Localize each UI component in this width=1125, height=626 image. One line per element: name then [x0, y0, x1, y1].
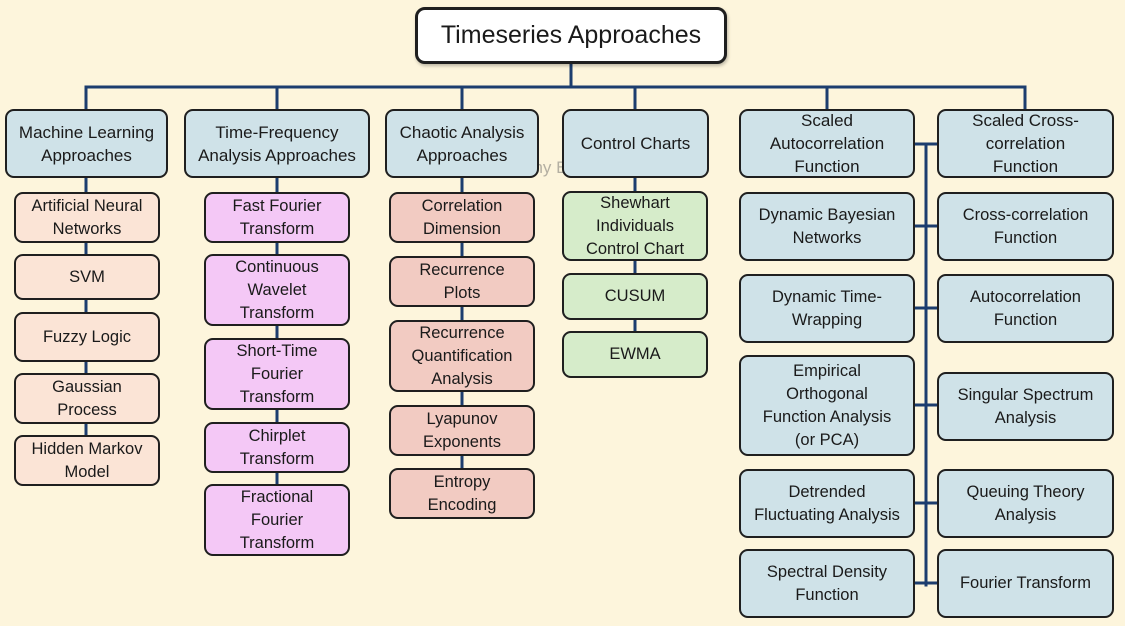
category-scaled-cross-correlation: Scaled Cross- correlation Function — [937, 109, 1114, 178]
node-artificial-neural-networks: Artificial Neural Networks — [14, 192, 160, 243]
node-hidden-markov-model: Hidden Markov Model — [14, 435, 160, 486]
node-dynamic-time-wrapping: Dynamic Time- Wrapping — [739, 274, 915, 343]
node-gaussian-process: Gaussian Process — [14, 373, 160, 424]
node-empirical-orthogonal-function-analysis: Empirical Orthogonal Function Analysis (… — [739, 355, 915, 456]
node-spectral-density-function: Spectral Density Function — [739, 549, 915, 618]
node-fuzzy-logic: Fuzzy Logic — [14, 312, 160, 362]
node-continuous-wavelet-transform: Continuous Wavelet Transform — [204, 254, 350, 326]
category-time-frequency: Time-Frequency Analysis Approaches — [184, 109, 370, 178]
node-cross-correlation-function: Cross-correlation Function — [937, 192, 1114, 261]
node-queuing-theory-analysis: Queuing Theory Analysis — [937, 469, 1114, 538]
node-cusum: CUSUM — [562, 273, 708, 320]
node-fractional-fourier-transform: Fractional Fourier Transform — [204, 484, 350, 556]
node-shewhart-control-chart: Shewhart Individuals Control Chart — [562, 191, 708, 261]
category-scaled-autocorrelation: Scaled Autocorrelation Function — [739, 109, 915, 178]
node-recurrence-quantification-analysis: Recurrence Quantification Analysis — [389, 320, 535, 392]
node-fast-fourier-transform: Fast Fourier Transform — [204, 192, 350, 243]
node-svm: SVM — [14, 254, 160, 300]
node-autocorrelation-function: Autocorrelation Function — [937, 274, 1114, 343]
category-chaotic-analysis: Chaotic Analysis Approaches — [385, 109, 539, 178]
category-control-charts: Control Charts — [562, 109, 709, 178]
node-detrended-fluctuating-analysis: Detrended Fluctuating Analysis — [739, 469, 915, 538]
node-chirplet-transform: Chirplet Transform — [204, 422, 350, 473]
node-ewma: EWMA — [562, 331, 708, 378]
diagram-title: Timeseries Approaches — [415, 7, 727, 64]
node-recurrence-plots: Recurrence Plots — [389, 256, 535, 307]
category-machine-learning: Machine Learning Approaches — [5, 109, 168, 178]
node-lyapunov-exponents: Lyapunov Exponents — [389, 405, 535, 456]
node-fourier-transform: Fourier Transform — [937, 549, 1114, 618]
node-entropy-encoding: Entropy Encoding — [389, 468, 535, 519]
node-dynamic-bayesian-networks: Dynamic Bayesian Networks — [739, 192, 915, 261]
node-short-time-fourier-transform: Short-Time Fourier Transform — [204, 338, 350, 410]
node-correlation-dimension: Correlation Dimension — [389, 192, 535, 243]
node-singular-spectrum-analysis: Singular Spectrum Analysis — [937, 372, 1114, 441]
